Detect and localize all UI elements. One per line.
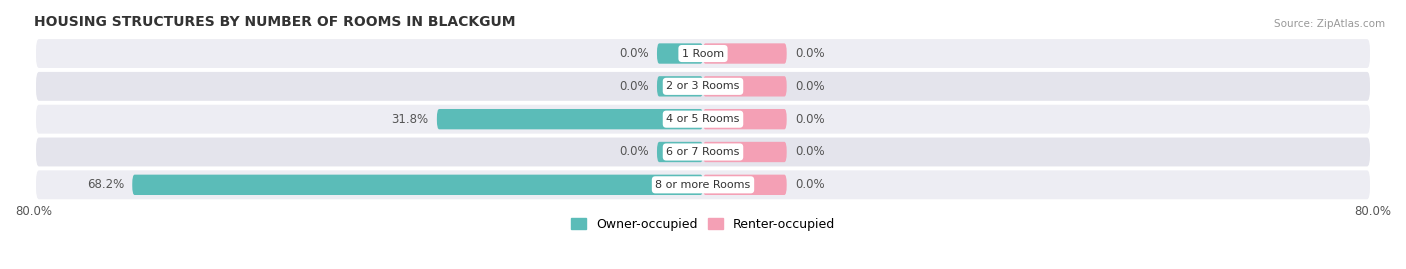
FancyBboxPatch shape	[37, 39, 1369, 68]
FancyBboxPatch shape	[703, 76, 787, 97]
Text: Source: ZipAtlas.com: Source: ZipAtlas.com	[1274, 19, 1385, 29]
Legend: Owner-occupied, Renter-occupied: Owner-occupied, Renter-occupied	[571, 218, 835, 231]
Text: 0.0%: 0.0%	[794, 178, 825, 191]
FancyBboxPatch shape	[37, 137, 1369, 167]
Text: 6 or 7 Rooms: 6 or 7 Rooms	[666, 147, 740, 157]
FancyBboxPatch shape	[437, 109, 703, 129]
Text: 31.8%: 31.8%	[391, 113, 429, 126]
FancyBboxPatch shape	[37, 72, 1369, 101]
Text: 2 or 3 Rooms: 2 or 3 Rooms	[666, 81, 740, 91]
FancyBboxPatch shape	[703, 175, 787, 195]
FancyBboxPatch shape	[657, 142, 703, 162]
FancyBboxPatch shape	[703, 109, 787, 129]
FancyBboxPatch shape	[657, 43, 703, 64]
FancyBboxPatch shape	[37, 105, 1369, 134]
Text: 68.2%: 68.2%	[87, 178, 124, 191]
Text: 0.0%: 0.0%	[619, 47, 648, 60]
Text: 0.0%: 0.0%	[794, 113, 825, 126]
Text: HOUSING STRUCTURES BY NUMBER OF ROOMS IN BLACKGUM: HOUSING STRUCTURES BY NUMBER OF ROOMS IN…	[34, 15, 515, 29]
Text: 0.0%: 0.0%	[619, 80, 648, 93]
FancyBboxPatch shape	[37, 170, 1369, 199]
FancyBboxPatch shape	[132, 175, 703, 195]
FancyBboxPatch shape	[703, 43, 787, 64]
Text: 0.0%: 0.0%	[794, 47, 825, 60]
Text: 0.0%: 0.0%	[794, 146, 825, 158]
FancyBboxPatch shape	[703, 142, 787, 162]
Text: 1 Room: 1 Room	[682, 48, 724, 59]
Text: 0.0%: 0.0%	[619, 146, 648, 158]
Text: 4 or 5 Rooms: 4 or 5 Rooms	[666, 114, 740, 124]
Text: 8 or more Rooms: 8 or more Rooms	[655, 180, 751, 190]
Text: 0.0%: 0.0%	[794, 80, 825, 93]
FancyBboxPatch shape	[657, 76, 703, 97]
